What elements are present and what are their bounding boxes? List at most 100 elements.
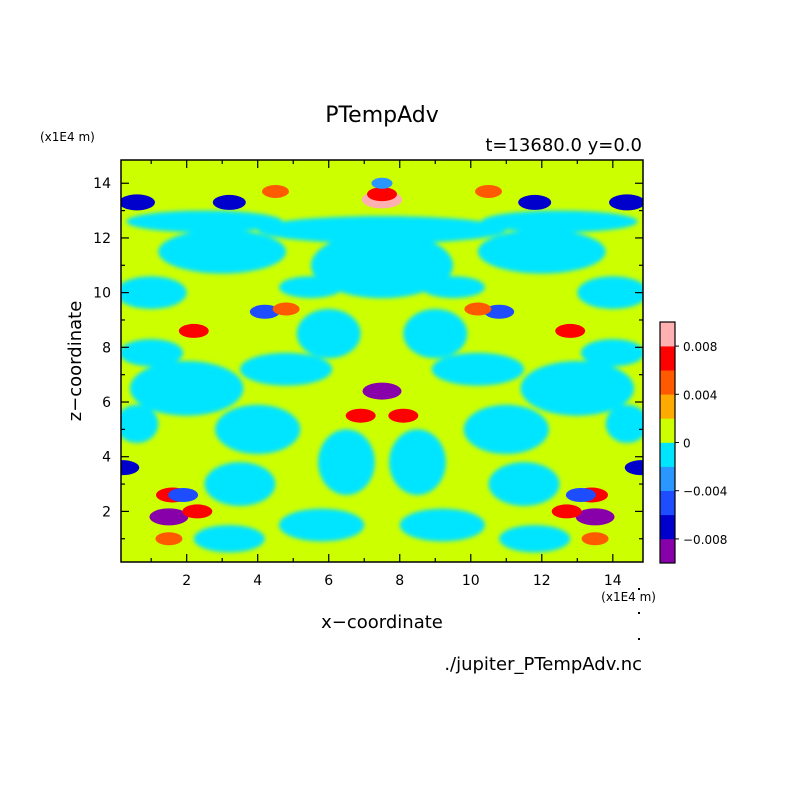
field-feature	[581, 532, 609, 546]
field-band	[605, 404, 643, 444]
colorbar-segment	[660, 418, 675, 443]
field-feature	[464, 302, 492, 316]
field-band	[129, 361, 244, 416]
field-feature	[178, 323, 209, 338]
field-feature	[261, 184, 289, 198]
field-feature	[555, 323, 586, 338]
field-band	[399, 508, 485, 542]
field-feature	[362, 382, 402, 400]
field-feature	[182, 504, 213, 519]
colorbar-tick-label: 0.008	[683, 340, 717, 354]
x-tick-label: 8	[395, 573, 404, 589]
field-feature	[155, 532, 183, 546]
field-bands	[121, 210, 643, 553]
colorbar-segment	[660, 346, 675, 371]
x-axis-label: x−coordinate	[321, 612, 443, 633]
colorbar-segment	[660, 490, 675, 516]
field-feature	[484, 304, 515, 319]
field-feature	[149, 508, 189, 526]
y-tick-label: 2	[102, 504, 111, 520]
field-feature	[168, 488, 199, 502]
field-band	[296, 309, 361, 359]
field-feature	[624, 460, 643, 476]
field-band	[577, 276, 643, 310]
field-feature	[121, 460, 140, 476]
plot-area	[121, 160, 643, 562]
colorbar-segment	[660, 370, 675, 395]
colorbar-segment	[660, 514, 675, 540]
field-band	[580, 339, 643, 367]
colorbar-segment	[660, 322, 675, 347]
y-tick-label: 8	[102, 340, 111, 356]
field-band	[310, 232, 454, 299]
field-band	[488, 462, 560, 506]
y-tick-label: 10	[93, 286, 111, 302]
x-tick-label: 6	[324, 573, 333, 589]
field-feature	[609, 194, 643, 211]
field-band	[158, 229, 287, 274]
field-band	[126, 210, 283, 233]
field-band	[121, 339, 184, 367]
y-axis-label: z−coordinate	[65, 301, 86, 422]
x-tick-label: 12	[533, 573, 551, 589]
colorbar-tick-label: −0.004	[683, 485, 727, 499]
plot-frame	[120, 159, 644, 563]
field-feature	[367, 187, 397, 202]
x-unit-label: (x1E4 m)	[601, 590, 656, 604]
colorbar-segment	[660, 466, 675, 491]
field-feature	[371, 177, 393, 189]
field-band	[279, 276, 343, 299]
x-tick-label: 2	[182, 573, 191, 589]
field-feature	[212, 194, 246, 210]
field-band	[215, 404, 301, 454]
y-tick-label: 4	[102, 450, 111, 466]
x-tick-label: 14	[604, 573, 622, 589]
field-band	[520, 361, 635, 416]
colorbar-segment	[660, 442, 675, 467]
x-tick-label: 4	[253, 573, 262, 589]
field-feature	[272, 302, 300, 316]
y-axis: 2 4 6 8 10 12 14	[93, 176, 643, 540]
field-band	[193, 525, 265, 553]
field-band	[463, 404, 549, 454]
field-band	[239, 352, 333, 386]
field-feature	[121, 194, 155, 211]
field-feature	[249, 304, 280, 319]
field-feature	[345, 408, 376, 423]
field-feature	[518, 194, 552, 210]
field-band	[477, 229, 606, 274]
footer-filename: ./jupiter_PTempAdv.nc	[444, 654, 642, 675]
colorbar: 0.008 0.004 0 −0.004 −0.008	[659, 321, 727, 564]
y-tick-label: 12	[93, 231, 111, 247]
field-band	[318, 429, 375, 496]
colorbar-segment	[660, 394, 675, 419]
y-tick-label: 14	[93, 176, 111, 192]
colorbar-tick-label: −0.008	[683, 533, 727, 547]
field-feature	[551, 504, 582, 519]
field-band	[121, 276, 187, 310]
field-features	[121, 177, 643, 546]
field-band	[403, 309, 468, 359]
chart-subtitle: t=13680.0 y=0.0	[485, 135, 642, 156]
colorbar-tick-label: 0.004	[683, 388, 717, 402]
field-band	[481, 210, 638, 233]
field-band	[204, 462, 276, 506]
field-band	[431, 352, 525, 386]
field-feature	[575, 508, 615, 526]
field-band	[257, 216, 507, 244]
field-feature	[475, 184, 503, 198]
field-feature	[388, 408, 419, 423]
colorbar-tick-label: 0	[683, 437, 691, 451]
field-band	[389, 429, 446, 496]
stray-marks	[638, 588, 640, 640]
x-tick-label: 10	[462, 573, 480, 589]
field-band	[499, 525, 571, 553]
field-band	[121, 404, 159, 444]
y-tick-label: 6	[102, 395, 111, 411]
field-band	[279, 508, 365, 542]
colorbar-segment	[660, 538, 675, 564]
z-unit-label: (x1E4 m)	[40, 130, 95, 144]
chart-title: PTempAdv	[325, 103, 439, 128]
field-feature	[565, 488, 596, 502]
